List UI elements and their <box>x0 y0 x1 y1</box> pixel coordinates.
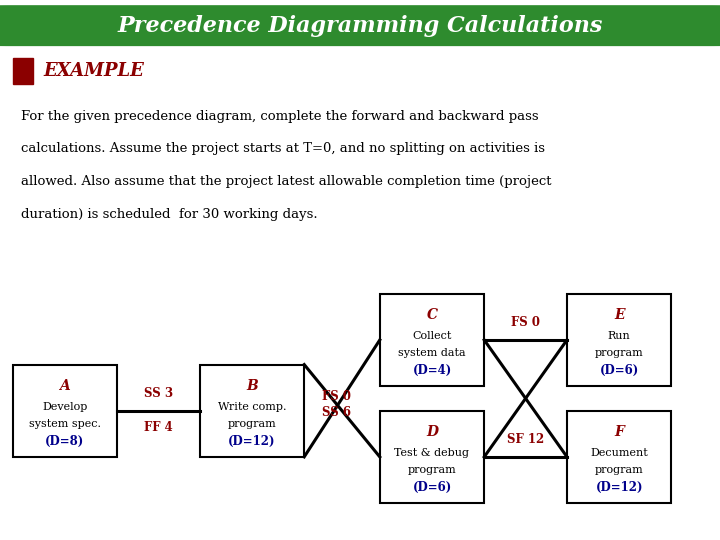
Bar <box>199 364 304 457</box>
Text: For the given precedence diagram, complete the forward and backward pass: For the given precedence diagram, comple… <box>22 110 539 123</box>
Text: Develop: Develop <box>42 402 88 412</box>
Text: Write comp.: Write comp. <box>217 402 287 412</box>
Text: D: D <box>426 425 438 439</box>
Text: (D=6): (D=6) <box>600 364 639 377</box>
Text: FF 4: FF 4 <box>144 422 173 435</box>
Text: A: A <box>60 379 70 393</box>
Text: B: B <box>246 379 258 393</box>
Text: FS 0: FS 0 <box>511 316 540 329</box>
Text: SF 12: SF 12 <box>507 433 544 446</box>
Bar <box>13 364 117 457</box>
Text: (D=12): (D=12) <box>595 481 643 494</box>
Bar <box>567 411 671 503</box>
Text: Precedence Diagramming Calculations: Precedence Diagramming Calculations <box>117 15 603 37</box>
Text: program: program <box>595 348 644 358</box>
Text: (D=12): (D=12) <box>228 435 276 448</box>
Text: program: program <box>408 465 456 475</box>
Text: Decument: Decument <box>590 448 648 458</box>
Text: (D=8): (D=8) <box>45 435 84 448</box>
Text: duration) is scheduled  for 30 working days.: duration) is scheduled for 30 working da… <box>22 207 318 221</box>
Text: EXAMPLE: EXAMPLE <box>43 62 144 80</box>
Text: system data: system data <box>398 348 466 358</box>
Text: (D=4): (D=4) <box>413 364 451 377</box>
Text: program: program <box>595 465 644 475</box>
Text: SS 6: SS 6 <box>323 406 351 419</box>
Text: calculations. Assume the project starts at T=0, and no splitting on activities i: calculations. Assume the project starts … <box>22 142 545 156</box>
Bar <box>380 411 484 503</box>
Text: C: C <box>426 308 438 322</box>
Text: (D=6): (D=6) <box>413 481 451 494</box>
Text: Test & debug: Test & debug <box>395 448 469 458</box>
Text: system spec.: system spec. <box>29 418 101 429</box>
FancyBboxPatch shape <box>0 4 720 48</box>
Text: E: E <box>614 308 624 322</box>
Bar <box>380 294 484 386</box>
Text: F: F <box>614 425 624 439</box>
Text: Run: Run <box>608 331 631 341</box>
Text: FS 0: FS 0 <box>323 390 351 403</box>
Bar <box>567 294 671 386</box>
Bar <box>13 58 33 84</box>
Text: SS 3: SS 3 <box>144 387 173 400</box>
Text: allowed. Also assume that the project latest allowable completion time (project: allowed. Also assume that the project la… <box>22 175 552 188</box>
Text: Collect: Collect <box>413 331 451 341</box>
Text: program: program <box>228 418 276 429</box>
